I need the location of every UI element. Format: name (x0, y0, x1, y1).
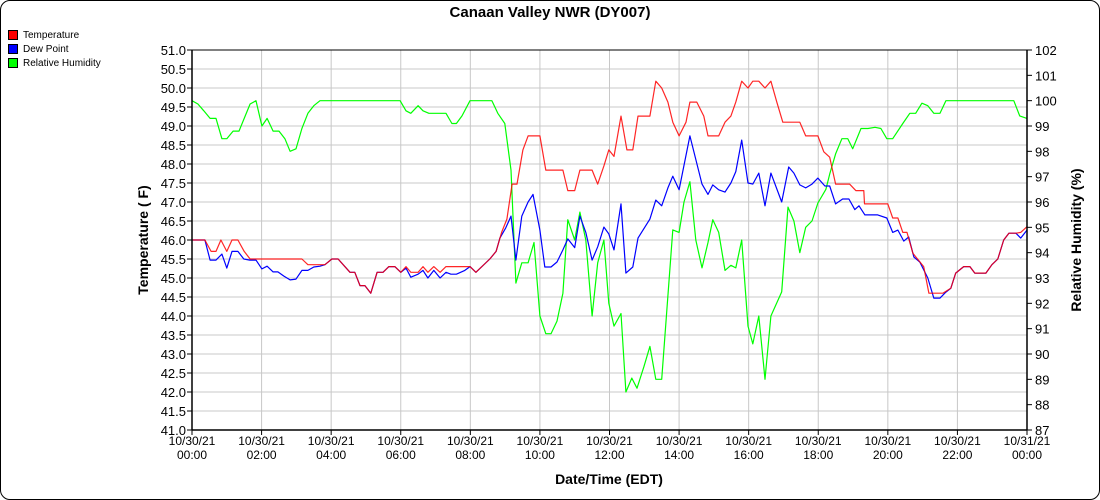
x-axis-title: Date/Time (EDT) (555, 471, 663, 487)
y2-tick-label: 87 (1035, 423, 1049, 438)
x-tick-time-label: 00:00 (177, 448, 207, 462)
y2-tick-label: 96 (1035, 195, 1049, 210)
y-tick-label: 43.0 (161, 347, 186, 362)
y-tick-label: 48.0 (161, 157, 186, 172)
y2-tick-label: 90 (1035, 347, 1049, 362)
y2-axis-title: Relative Humidity (%) (1068, 168, 1084, 311)
x-tick-time-label: 14:00 (664, 448, 694, 462)
x-tick-time-label: 02:00 (247, 448, 277, 462)
y-tick-label: 49.0 (161, 119, 186, 134)
y-tick-label: 43.5 (161, 328, 186, 343)
x-tick-date-label: 10/30/21 (586, 434, 633, 448)
y-axis-title: Temperature ( F) (135, 185, 151, 294)
x-tick-time-label: 00:00 (1012, 448, 1042, 462)
x-tick-date-label: 10/30/21 (377, 434, 424, 448)
legend-label-dew-point: Dew Point (23, 43, 69, 55)
legend-swatch-temperature (8, 30, 18, 40)
y2-tick-label: 88 (1035, 398, 1049, 413)
x-tick-time-label: 08:00 (455, 448, 485, 462)
axes: 41.0 41.5 42.0 42.5 43.0 43.5 44.0 44.5 45.0 45.5… (161, 43, 1057, 462)
y-tick-label: 46.0 (161, 233, 186, 248)
x-tick-time-label: 20:00 (873, 448, 903, 462)
x-tick-date-label: 10/30/21 (238, 434, 285, 448)
x-tick-date-label: 10/30/21 (725, 434, 772, 448)
y-tick-label: 46.5 (161, 214, 186, 229)
y-tick-label: 41.5 (161, 404, 186, 419)
y-tick-label: 47.5 (161, 176, 186, 191)
x-tick-date-label: 10/30/21 (447, 434, 494, 448)
x-tick-date-label: 10/30/21 (864, 434, 911, 448)
x-tick-date-label: 10/30/21 (934, 434, 981, 448)
x-tick-time-label: 04:00 (316, 448, 346, 462)
x-tick-date-label: 10/30/21 (795, 434, 842, 448)
x-tick-date-label: 10/31/21 (1004, 434, 1051, 448)
legend-swatch-dew-point (8, 44, 18, 54)
y-tick-label: 50.5 (161, 62, 186, 77)
y-tick-label: 50.0 (161, 81, 186, 96)
legend-label-temperature: Temperature (23, 29, 80, 41)
y2-tick-label: 102 (1035, 43, 1057, 58)
y2-tick-label: 94 (1035, 246, 1049, 261)
y-tick-label: 42.0 (161, 385, 186, 400)
y-tick-label: 48.5 (161, 138, 186, 153)
x-tick-time-label: 10:00 (525, 448, 555, 462)
x-tick-date-label: 10/30/21 (656, 434, 703, 448)
legend-swatch-relative-humidity (8, 58, 18, 68)
x-tick-date-label: 10/30/21 (517, 434, 564, 448)
y2-tick-label: 97 (1035, 170, 1049, 185)
x-tick-date-label: 10/30/21 (169, 434, 216, 448)
y-tick-label: 45.5 (161, 252, 186, 267)
y2-tick-label: 92 (1035, 296, 1049, 311)
x-tick-time-label: 06:00 (386, 448, 416, 462)
legend-item-temperature: Temperature (8, 28, 101, 42)
y-tick-label: 49.5 (161, 100, 186, 115)
x-tick-time-label: 12:00 (594, 448, 624, 462)
series-line-temperature (192, 80, 1028, 294)
y2-tick-label: 89 (1035, 372, 1049, 387)
y2-tick-label: 95 (1035, 220, 1049, 235)
y-tick-label: 45.0 (161, 271, 186, 286)
x-tick-time-label: 18:00 (803, 448, 833, 462)
y-tick-label: 42.5 (161, 366, 186, 381)
chart-title: Canaan Valley NWR (DY007) (449, 4, 651, 21)
legend: Temperature Dew Point Relative Humidity (8, 28, 101, 70)
y2-tick-label: 99 (1035, 119, 1049, 134)
series-lines (191, 80, 1028, 393)
y2-tick-label: 93 (1035, 271, 1049, 286)
legend-item-dew-point: Dew Point (8, 42, 101, 56)
y2-tick-label: 101 (1035, 68, 1057, 83)
legend-label-relative-humidity: Relative Humidity (23, 57, 101, 69)
x-tick-time-label: 16:00 (734, 448, 764, 462)
y-tick-label: 44.0 (161, 309, 186, 324)
y2-tick-label: 98 (1035, 144, 1049, 159)
x-tick-time-label: 22:00 (942, 448, 972, 462)
grid (191, 49, 1028, 431)
y-tick-label: 44.5 (161, 290, 186, 305)
y-tick-label: 47.0 (161, 195, 186, 210)
legend-item-relative-humidity: Relative Humidity (8, 56, 101, 70)
series-line-relative-humidity (191, 100, 1028, 393)
x-tick-date-label: 10/30/21 (308, 434, 355, 448)
y2-tick-label: 100 (1035, 94, 1057, 109)
y-tick-label: 51.0 (161, 43, 186, 58)
y-tick-label: 41.0 (161, 423, 186, 438)
y2-tick-label: 91 (1035, 322, 1049, 337)
